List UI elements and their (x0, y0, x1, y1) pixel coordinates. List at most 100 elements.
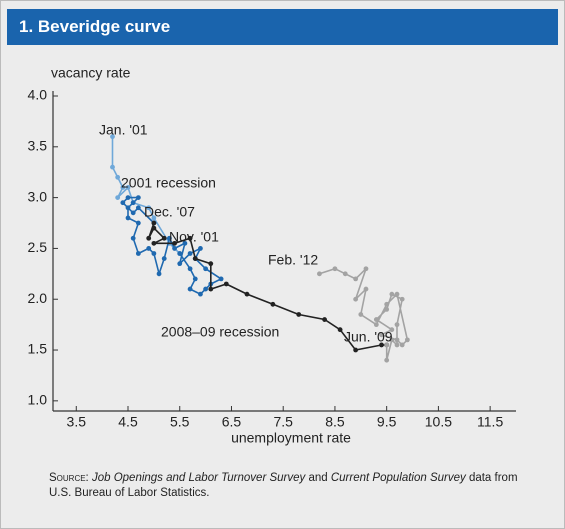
y-tick-label: 3.0 (28, 188, 48, 204)
data-point (342, 271, 348, 277)
chart-title: 1. Beveridge curve (7, 9, 558, 45)
data-point (135, 251, 141, 256)
data-point (373, 317, 379, 322)
data-point (130, 200, 136, 206)
data-point (394, 337, 400, 343)
chart: vacancy rate unemployment rate 1.0 1.5 2.0… (28, 65, 516, 446)
source-text: data from U.S. Bureau of Labor Statistic… (49, 472, 518, 499)
data-point (130, 235, 136, 241)
source-text: Job Openings and Labor Turnover Survey (91, 472, 306, 484)
data-point (208, 261, 214, 267)
x-axis-label: unemployment rate (231, 430, 351, 446)
y-axis-label: vacancy rate (51, 65, 131, 81)
data-point (389, 327, 395, 333)
data-point (353, 347, 359, 353)
data-point (125, 195, 131, 201)
x-tick-label: 9.5 (377, 414, 397, 430)
x-tick-label: 11.5 (477, 414, 503, 430)
x-tick-label: 7.5 (273, 414, 293, 430)
data-point (404, 337, 410, 343)
x-tick-label: 3.5 (67, 414, 87, 430)
data-point (166, 235, 172, 241)
data-point (322, 317, 327, 322)
data-point (389, 337, 395, 343)
data-point (156, 271, 162, 277)
data-point (146, 246, 152, 251)
data-point (151, 240, 157, 246)
x-tick-label: 5.5 (170, 414, 190, 430)
data-point (161, 235, 167, 241)
x-tick-label: 6.5 (222, 414, 242, 430)
data-point (203, 266, 209, 272)
data-point (223, 281, 229, 287)
data-point (198, 291, 203, 297)
data-point (332, 266, 338, 272)
data-point (172, 246, 177, 251)
data-point (337, 327, 343, 333)
data-point (187, 251, 193, 256)
data-point (379, 342, 384, 348)
data-point (394, 291, 400, 297)
source-note: Source: Job Openings and Labor Turnover … (49, 471, 529, 501)
data-point (115, 174, 121, 180)
data-point (172, 240, 177, 246)
data-point (187, 286, 193, 292)
data-point (161, 256, 167, 261)
data-point (353, 296, 359, 302)
data-point (373, 322, 379, 328)
data-point (270, 301, 276, 307)
annotation: Nov. '01 (169, 229, 219, 245)
data-point (394, 342, 400, 348)
data-point (317, 271, 322, 277)
y-tick-label: 1.0 (28, 392, 48, 408)
data-point (192, 276, 198, 282)
y-tick-label: 2.0 (28, 290, 48, 306)
data-point (198, 246, 203, 251)
series-label: 2008–09 recession (161, 324, 279, 340)
data-point (182, 240, 188, 246)
data-point (203, 286, 209, 292)
data-point (384, 301, 390, 307)
source-text: Current Population Survey (330, 472, 466, 484)
annotation: Jun. '09 (344, 329, 393, 345)
data-point (208, 286, 214, 292)
data-point (151, 225, 157, 231)
data-point (384, 357, 390, 363)
data-point (389, 291, 395, 297)
data-point (399, 296, 405, 302)
data-point (110, 164, 115, 170)
data-point (125, 185, 131, 190)
series-label: 2001 recession (121, 175, 216, 191)
data-point (244, 291, 250, 297)
data-point (125, 215, 131, 221)
data-point (384, 342, 390, 348)
data-point (110, 134, 115, 140)
data-point (296, 312, 302, 317)
data-point (358, 312, 364, 317)
source-text: and (305, 472, 331, 484)
annotation: Jan. '01 (99, 122, 148, 138)
data-point (187, 266, 193, 272)
data-point (130, 210, 136, 216)
y-tick-label: 1.5 (28, 341, 48, 357)
data-point (399, 342, 405, 348)
data-point (135, 220, 141, 226)
data-point (363, 266, 369, 272)
x-tick-label: 8.5 (325, 414, 345, 430)
data-point (187, 235, 193, 241)
data-point (135, 195, 141, 201)
data-point (177, 261, 183, 267)
data-point (125, 205, 131, 211)
source-label: Source: (49, 472, 89, 484)
series-line (319, 267, 409, 361)
data-point (151, 220, 157, 226)
y-tick-label: 2.5 (28, 239, 48, 255)
x-tick-label: 4.5 (118, 414, 138, 430)
data-point (135, 205, 141, 211)
data-point (379, 332, 384, 338)
data-point (151, 215, 157, 221)
data-point (353, 276, 359, 282)
data-point (146, 205, 152, 211)
data-point (115, 195, 121, 201)
